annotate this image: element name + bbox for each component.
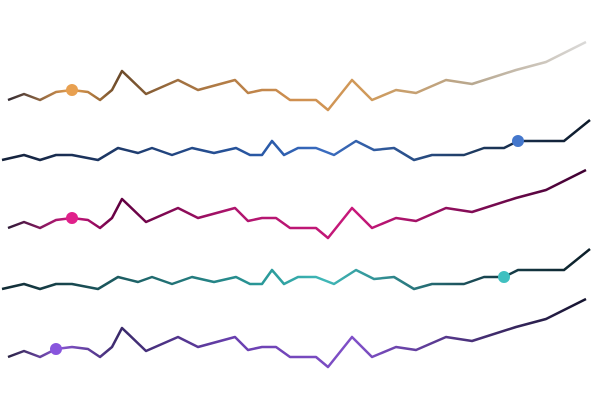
line	[7, 297, 587, 369]
line	[7, 168, 587, 240]
highlight-dot	[50, 343, 62, 355]
line	[1, 248, 591, 291]
line	[7, 40, 587, 112]
highlight-dot	[512, 135, 524, 147]
line	[1, 119, 591, 162]
highlight-dot	[66, 212, 78, 224]
highlight-dot	[66, 84, 78, 96]
highlight-dot	[498, 271, 510, 283]
